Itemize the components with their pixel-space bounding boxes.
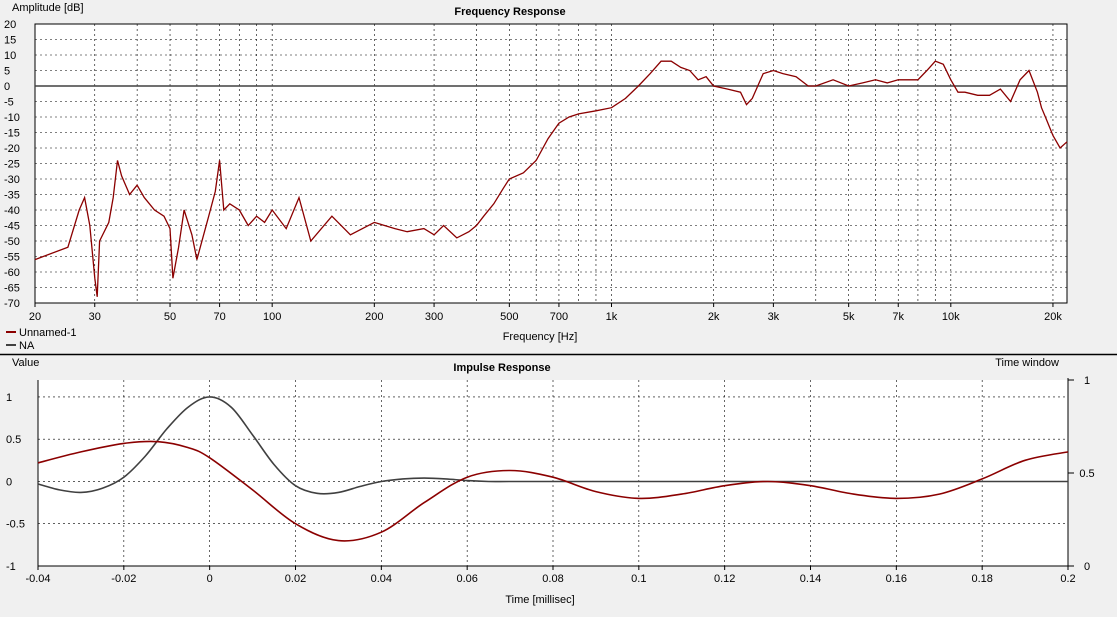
- fr-x-tick-label: 100: [263, 311, 281, 323]
- fr-y-tick-label: -50: [4, 236, 20, 248]
- fr-x-tick-label: 7k: [892, 311, 904, 323]
- fr-x-tick-label: 2k: [708, 311, 720, 323]
- ir-x-tick-label: 0.14: [800, 573, 821, 585]
- ir-title: Impulse Response: [453, 362, 550, 374]
- fr-y-tick-label: -10: [4, 112, 20, 124]
- fr-title: Frequency Response: [454, 6, 565, 18]
- ir-x-tick-label: 0: [207, 573, 213, 585]
- ir-x-tick-label: 0.08: [542, 573, 563, 585]
- fr-x-tick-label: 20k: [1044, 311, 1062, 323]
- fr-y-tick-label: -20: [4, 143, 20, 155]
- ir-ylabel: Value: [12, 357, 39, 369]
- legend-label-unnamed-1: Unnamed-1: [19, 327, 76, 339]
- ir-x-tick-label: 0.1: [631, 573, 646, 585]
- fr-y-axis: 20 15 10 5 0 -5 -10 -15 -20 -25 -30 -35 -40 -45 -50 -55…: [4, 19, 20, 310]
- ir-x-axis: -0.04 -0.02 0 0.02 0.04 0.06 0.08 0.1 0.12 0.14 0.…: [25, 566, 1076, 585]
- fr-x-tick-label: 30: [89, 311, 101, 323]
- fr-y-tick-label: 10: [4, 50, 16, 62]
- fr-x-tick-label: 500: [500, 311, 518, 323]
- ir-series-unnamed-1: [37, 440, 1069, 542]
- fr-xlabel: Frequency [Hz]: [503, 331, 578, 343]
- fr-x-tick-label: 200: [365, 311, 383, 323]
- fr-y-tick-label: -45: [4, 221, 20, 233]
- ir-x-tick-label: 0.06: [456, 573, 477, 585]
- fr-y-tick-label: -65: [4, 283, 20, 295]
- fr-y-tick-label: -55: [4, 252, 20, 264]
- ir-y2-tick-label: 0.5: [1079, 468, 1094, 480]
- ir-x-tick-label: 0.12: [714, 573, 735, 585]
- fr-y-tick-label: -5: [4, 97, 14, 109]
- fr-grid: [34, 23, 1067, 304]
- ir-x-tick-label: -0.02: [111, 573, 136, 585]
- fr-x-tick-label: 700: [550, 311, 568, 323]
- ir-y-tick-label: -0.5: [6, 519, 25, 531]
- ir-y2-tick-label: 0: [1084, 561, 1090, 573]
- legend: Unnamed-1 NA: [6, 327, 76, 352]
- fr-y-tick-label: -30: [4, 174, 20, 186]
- fr-y-tick-label: -25: [4, 159, 20, 171]
- ir-y-tick-label: 0: [6, 476, 12, 488]
- fr-x-tick-label: 3k: [768, 311, 780, 323]
- ir-y-tick-label: -1: [6, 561, 16, 573]
- ir-series-group: [37, 396, 1069, 542]
- fr-y-tick-label: -35: [4, 190, 20, 202]
- fr-x-tick-label: 1k: [606, 311, 618, 323]
- ir-x-tick-label: 0.02: [285, 573, 306, 585]
- ir-y-tick-label: 0.5: [6, 434, 21, 446]
- fr-x-tick-label: 50: [164, 311, 176, 323]
- ir-x-tick-label: 0.16: [886, 573, 907, 585]
- ir-y-axis: 1 0.5 0 -0.5 -1: [6, 392, 25, 573]
- fr-x-tick-label: 5k: [843, 311, 855, 323]
- ir-y2-axis: 10.50: [1068, 375, 1095, 573]
- ir-x-tick-label: 0.04: [371, 573, 392, 585]
- ir-y-tick-label: 1: [6, 392, 12, 404]
- fr-ylabel: Amplitude [dB]: [12, 2, 84, 14]
- legend-label-na: NA: [19, 340, 35, 352]
- fr-y-tick-label: 15: [4, 35, 16, 47]
- fr-y-tick-label: -70: [4, 298, 20, 310]
- ir-xlabel: Time [millisec]: [505, 594, 574, 606]
- fr-x-tick-label: 70: [213, 311, 225, 323]
- fr-x-tick-label: 10k: [942, 311, 960, 323]
- fr-y-tick-label: -15: [4, 128, 20, 140]
- ir-x-tick-label: 0.18: [971, 573, 992, 585]
- fr-series-group: [34, 60, 1068, 297]
- ir-x-tick-label: 0.2: [1060, 573, 1075, 585]
- ir-y2-tick-label: 1: [1084, 375, 1090, 387]
- ir-y2label: Time window: [995, 357, 1059, 369]
- ir-x-tick-label: -0.04: [25, 573, 50, 585]
- fr-y-tick-label: 20: [4, 19, 16, 31]
- ir-plot-area[interactable]: [38, 380, 1068, 566]
- ir-series-na: [37, 396, 1068, 495]
- fr-y-tick-label: -60: [4, 267, 20, 279]
- fr-y-tick-label: 0: [4, 81, 10, 93]
- fr-x-tick-label: 300: [425, 311, 443, 323]
- fr-series-unnamed-1: [34, 60, 1068, 297]
- fr-x-axis: 20 30 50 70 100 200 300 500 700 1k 2k 3k 5k 7k 10k 20k: [29, 303, 1062, 323]
- fr-y-tick-label: -40: [4, 205, 20, 217]
- fr-x-tick-label: 20: [29, 311, 41, 323]
- fr-y-tick-label: 5: [4, 66, 10, 78]
